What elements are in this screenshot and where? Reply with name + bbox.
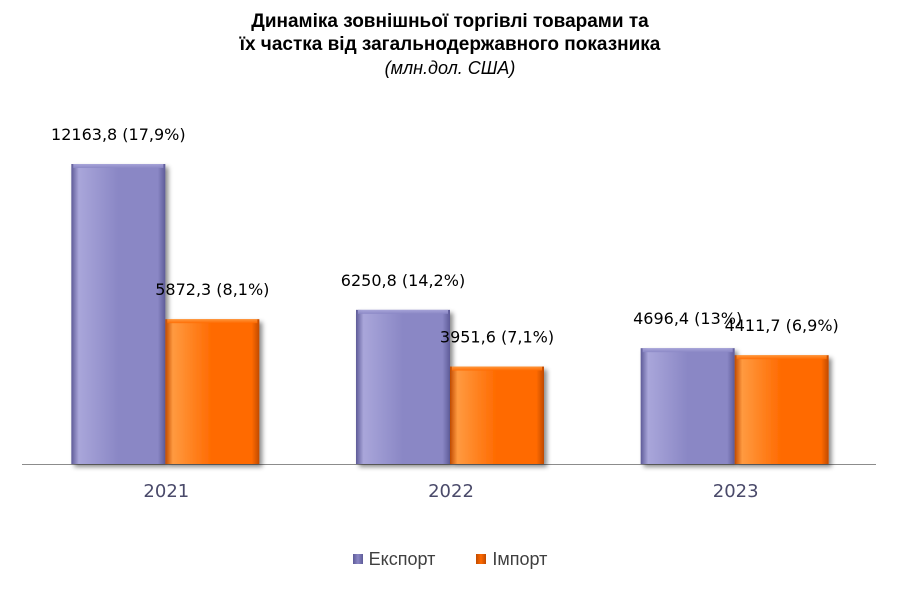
legend-swatch-export	[352, 554, 363, 564]
chart-title-block: Динаміка зовнішньої торгівлі товарами та…	[0, 10, 900, 80]
data-label-import-2023: 4411,7 (6,9%)	[725, 316, 839, 335]
data-label-export-2021: 12163,8 (17,9%)	[51, 125, 186, 144]
data-label-import-2022: 3951,6 (7,1%)	[440, 328, 554, 347]
bar-export-2021	[71, 164, 166, 464]
bar-import-2022	[450, 366, 544, 464]
legend-label-export: Експорт	[368, 548, 436, 569]
bar-import-2021	[165, 319, 260, 464]
bar-top-export-2023	[642, 348, 733, 353]
bar-top-import-2023	[736, 355, 827, 360]
legend-item-export: Експорт	[352, 548, 436, 570]
data-label-export-2023: 4696,4 (13%)	[633, 309, 742, 328]
data-label-import-2021: 5872,3 (8,1%)	[155, 280, 269, 299]
bar-export-2022	[356, 309, 450, 464]
bar-top-export-2021	[73, 164, 164, 168]
data-label-export-2022: 6250,8 (14,2%)	[341, 271, 465, 290]
chart-legend: Експорт Імпорт	[0, 548, 900, 570]
bar-top-import-2021	[167, 319, 258, 324]
legend-swatch-import	[476, 554, 487, 564]
chart-title-line-1: Динаміка зовнішньої торгівлі товарами та	[251, 11, 649, 32]
x-tick-label-2023: 2023	[713, 481, 759, 502]
chart-title-line-2: їх частка від загальнодержавного показни…	[239, 34, 661, 55]
bar-top-export-2022	[358, 309, 448, 314]
legend-item-import: Імпорт	[476, 549, 547, 570]
bar-import-2023	[734, 355, 829, 464]
chart-subtitle: (млн.дол. США)	[384, 58, 516, 78]
x-tick-label-2022: 2022	[428, 481, 474, 502]
bar-top-import-2022	[452, 366, 542, 371]
legend-label-import: Імпорт	[492, 548, 548, 569]
x-tick-label-2021: 2021	[143, 481, 189, 502]
bar-export-2023	[640, 348, 735, 464]
